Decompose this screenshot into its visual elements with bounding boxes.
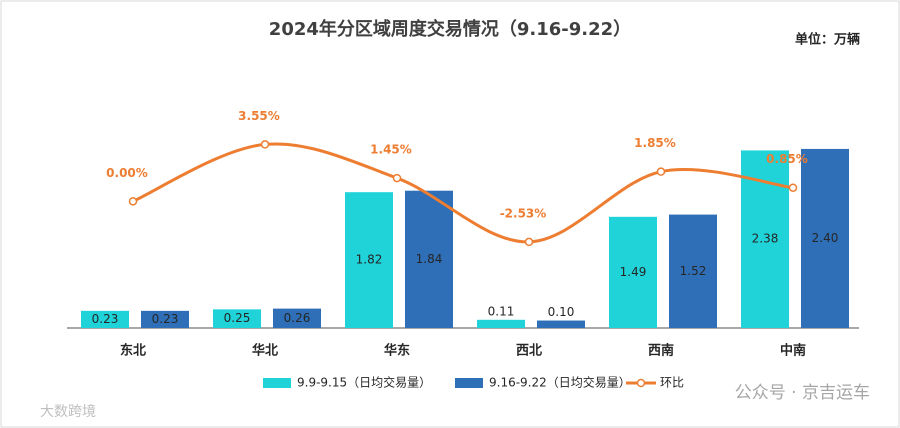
line-point <box>656 167 666 176</box>
legend-swatch <box>455 378 483 388</box>
legend-label: 9.9-9.15（日均交易量） <box>297 375 431 390</box>
bar-value-label: 0.23 <box>92 312 119 326</box>
line-point <box>788 183 798 192</box>
line-value-label: 1.85% <box>634 136 676 150</box>
bar-value-label: 1.82 <box>356 253 383 267</box>
x-tick-label: 西南 <box>648 343 674 359</box>
bar-value-label: 1.52 <box>680 264 707 278</box>
watermark: 大数跨境 <box>40 404 96 420</box>
line-value-label: 3.55% <box>238 109 280 123</box>
bar <box>741 150 789 328</box>
bar <box>537 320 585 328</box>
unit-label: 单位：万辆 <box>795 32 860 48</box>
line <box>132 142 794 244</box>
bar-value-label: 0.10 <box>548 305 575 319</box>
line-point <box>128 197 138 206</box>
bar <box>609 216 657 328</box>
bar <box>405 190 453 328</box>
line-value-label: 0.85% <box>766 152 808 166</box>
line-point <box>392 173 402 183</box>
line-value-label: 0.00% <box>106 166 148 180</box>
x-tick-label: 西北 <box>516 344 542 359</box>
bar <box>141 310 189 328</box>
bar-value-label: 2.40 <box>812 231 839 245</box>
bar <box>477 319 525 328</box>
bar <box>273 308 321 328</box>
legend-label: 环比 <box>660 376 684 390</box>
legend-swatch <box>263 378 291 388</box>
x-tick-label: 东北 <box>120 343 146 359</box>
bar-value-label: 1.49 <box>620 265 647 279</box>
x-tick-label: 华北 <box>252 343 278 359</box>
legend-label: 9.16-9.22（日均交易量） <box>489 375 631 390</box>
bar <box>669 214 717 328</box>
bar-value-label: 1.84 <box>416 252 443 266</box>
line-point <box>524 237 534 247</box>
bar-value-label: 0.23 <box>152 312 179 326</box>
bar <box>81 310 129 328</box>
bar-value-label: 0.25 <box>224 311 251 325</box>
x-tick-label: 中南 <box>780 343 806 359</box>
bar <box>213 309 261 328</box>
bar-value-label: 0.11 <box>488 304 515 318</box>
bar <box>801 148 849 328</box>
chart-title: 2024年分区域周度交易情况（9.16-9.22） <box>269 18 631 40</box>
bar <box>345 192 393 328</box>
line-value-label: -2.53% <box>500 206 547 220</box>
legend-swatch <box>636 378 646 388</box>
line-point <box>260 140 270 149</box>
bar-value-label: 2.38 <box>752 232 779 246</box>
bar-value-label: 0.26 <box>284 311 311 325</box>
x-tick-label: 华东 <box>384 343 410 359</box>
watermark: 公众号 · 京吉运车 <box>735 383 870 403</box>
line-value-label: 1.45% <box>370 143 412 157</box>
